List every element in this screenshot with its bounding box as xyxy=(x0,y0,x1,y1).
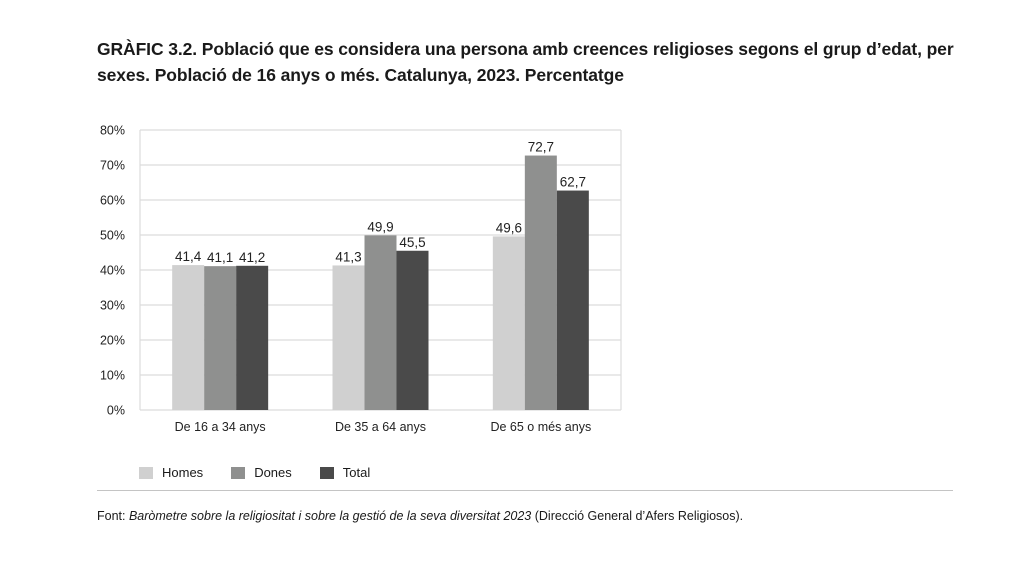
legend-label: Total xyxy=(342,465,371,480)
data-label: 41,4 xyxy=(175,249,202,264)
data-label: 49,6 xyxy=(496,220,522,235)
legend-swatch xyxy=(231,466,246,479)
bar-chart: 0%10%20%30%40%50%60%70%80% 41,4 41,1 41,2 4… xyxy=(100,124,622,434)
data-label: 41,3 xyxy=(335,249,361,264)
y-tick-label: 10% xyxy=(100,369,125,383)
data-label: 49,9 xyxy=(367,219,393,234)
y-tick-label: 70% xyxy=(100,159,125,173)
data-label: 41,1 xyxy=(207,250,233,265)
legend-label: Homes xyxy=(162,465,204,480)
y-axis: 0% 10% 20% 30% 40% 50% 60% 70% 80% xyxy=(100,124,125,418)
bar-homes xyxy=(492,236,525,410)
legend: Homes Dones Total xyxy=(139,465,398,480)
data-label: 41,2 xyxy=(239,250,265,265)
source-note: Font: Baròmetre sobre la religiositat i … xyxy=(97,509,743,523)
bar-dones xyxy=(364,235,397,410)
legend-item-dones: Dones xyxy=(231,465,292,480)
y-tick-label: 20% xyxy=(100,334,125,348)
legend-label: Dones xyxy=(254,465,292,480)
source-publisher: (Direcció General d’Afers Religiosos). xyxy=(531,509,744,523)
y-tick-label: 0% xyxy=(107,404,125,418)
data-label: 45,5 xyxy=(399,235,425,250)
bar-total xyxy=(556,190,589,410)
legend-item-homes: Homes xyxy=(139,465,203,480)
bar-homes xyxy=(332,265,365,410)
bar-homes xyxy=(172,265,205,410)
x-tick-label: De 65 o més anys xyxy=(490,420,591,434)
data-label: 62,7 xyxy=(560,175,586,190)
source-title: Baròmetre sobre la religiositat i sobre … xyxy=(128,509,532,523)
chart-title: GRÀFIC 3.2. Població que es considera un… xyxy=(97,39,954,85)
y-tick-label: 50% xyxy=(100,229,125,243)
bar-dones xyxy=(204,266,237,410)
bar-dones xyxy=(524,155,557,410)
y-tick-label: 30% xyxy=(100,299,125,313)
legend-swatch xyxy=(319,466,334,479)
bars xyxy=(172,155,589,410)
y-tick-label: 40% xyxy=(100,264,125,278)
data-labels: 41,4 41,1 41,2 41,3 49,9 45,5 49,6 72,7 62,7 xyxy=(175,140,586,266)
bar-total xyxy=(236,265,269,410)
data-label: 72,7 xyxy=(528,140,554,155)
y-tick-label: 80% xyxy=(100,124,125,138)
legend-item-total: Total xyxy=(319,465,371,480)
source-prefix: Font: xyxy=(97,509,129,523)
legend-swatch xyxy=(139,466,153,479)
x-axis: De 16 a 34 anys De 35 a 64 anys De 65 o mé… xyxy=(175,420,592,434)
y-tick-label: 60% xyxy=(100,194,125,208)
divider xyxy=(97,490,953,491)
x-tick-label: De 35 a 64 anys xyxy=(335,420,426,434)
bar-total xyxy=(396,250,429,410)
x-tick-label: De 16 a 34 anys xyxy=(175,420,266,434)
